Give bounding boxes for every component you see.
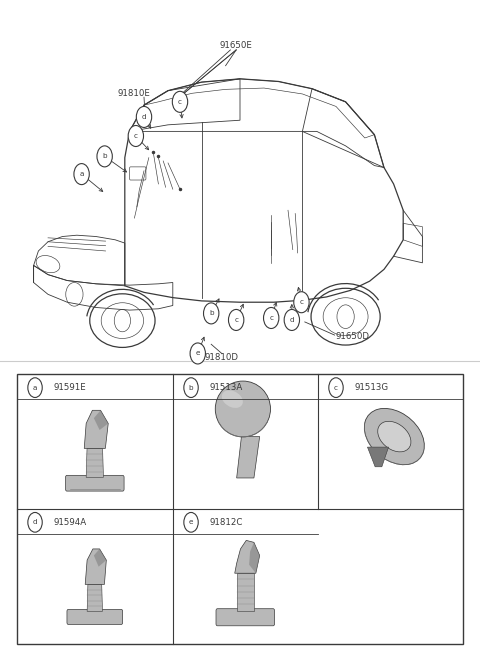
Polygon shape (237, 573, 254, 611)
Ellipse shape (378, 421, 411, 452)
Text: c: c (269, 315, 273, 321)
FancyBboxPatch shape (65, 476, 124, 491)
Text: 91650E: 91650E (220, 41, 252, 51)
Polygon shape (85, 549, 107, 585)
Text: 91650D: 91650D (335, 332, 369, 341)
Circle shape (184, 378, 198, 397)
Text: c: c (234, 317, 238, 323)
Circle shape (184, 512, 198, 532)
Polygon shape (94, 410, 108, 430)
Ellipse shape (215, 381, 271, 437)
Circle shape (204, 303, 219, 324)
Text: d: d (289, 317, 294, 323)
Text: a: a (33, 384, 37, 391)
Text: c: c (334, 384, 338, 391)
Polygon shape (94, 549, 107, 566)
Text: d: d (33, 519, 37, 526)
Text: b: b (189, 384, 193, 391)
Text: b: b (209, 310, 214, 317)
Circle shape (74, 164, 89, 185)
Text: d: d (142, 114, 146, 120)
Text: 91810D: 91810D (205, 353, 239, 362)
Text: e: e (189, 519, 193, 526)
Polygon shape (84, 410, 108, 448)
Circle shape (172, 91, 188, 112)
Polygon shape (86, 448, 104, 477)
Circle shape (190, 343, 205, 364)
Ellipse shape (364, 409, 424, 464)
Circle shape (264, 307, 279, 328)
Text: 91513G: 91513G (354, 383, 388, 392)
FancyBboxPatch shape (67, 610, 123, 624)
Text: 91591E: 91591E (53, 383, 86, 392)
Text: c: c (134, 133, 138, 139)
Circle shape (284, 309, 300, 330)
Polygon shape (87, 585, 103, 611)
Circle shape (228, 309, 244, 330)
FancyBboxPatch shape (216, 608, 275, 625)
Text: c: c (300, 299, 303, 306)
Circle shape (28, 512, 42, 532)
Text: a: a (79, 171, 84, 177)
Polygon shape (249, 543, 260, 573)
Text: c: c (178, 99, 182, 105)
Circle shape (28, 378, 42, 397)
Text: 91513A: 91513A (209, 383, 242, 392)
Circle shape (136, 106, 152, 127)
Circle shape (97, 146, 112, 167)
Text: 91594A: 91594A (53, 518, 86, 527)
Text: 91812C: 91812C (209, 518, 243, 527)
Text: b: b (102, 153, 107, 160)
Text: 91810E: 91810E (117, 89, 150, 98)
Polygon shape (368, 447, 389, 466)
Polygon shape (235, 540, 260, 573)
Circle shape (128, 125, 144, 147)
Ellipse shape (222, 390, 243, 408)
Circle shape (329, 378, 343, 397)
Text: e: e (195, 350, 200, 357)
Circle shape (294, 292, 309, 313)
Polygon shape (237, 436, 260, 478)
